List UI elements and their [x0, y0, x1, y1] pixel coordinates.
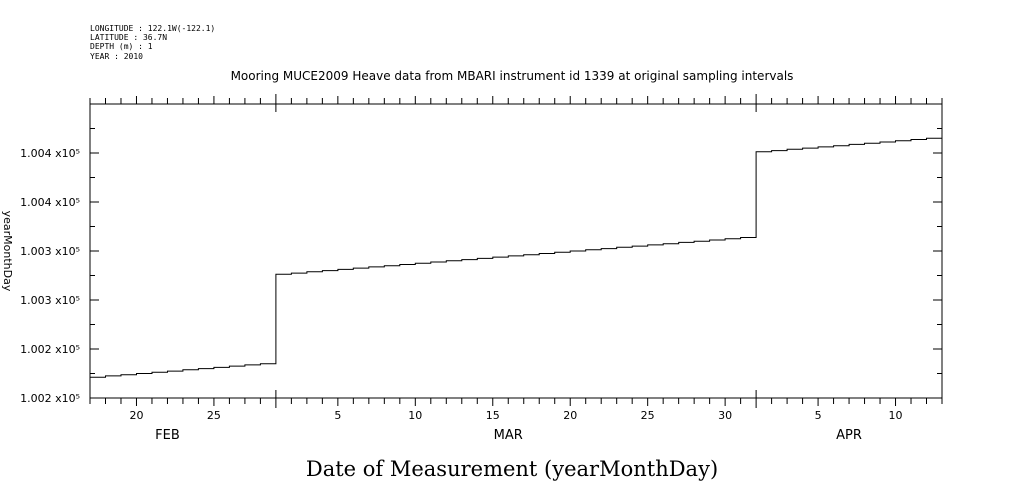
header-info: LONGITUDE : 122.1W(-122.1) LATITUDE : 36… [90, 24, 215, 61]
x-tick-label: 5 [815, 409, 822, 422]
x-tick-label: 15 [486, 409, 500, 422]
y-tick-label: 1.003 x10⁵ [20, 245, 80, 258]
x-tick-label: 30 [718, 409, 732, 422]
x-tick-label: 20 [563, 409, 577, 422]
x-month-label: MAR [494, 428, 523, 443]
x-tick-label: 20 [129, 409, 143, 422]
y-tick-label: 1.004 x10⁵ [20, 147, 80, 160]
x-axis: 20 25 5 10 15 20 25 30 5 10 FEB MAR APR [89, 94, 943, 443]
y-tick-label: 1.003 x10⁵ [20, 294, 80, 307]
x-tick-label: 10 [408, 409, 422, 422]
y-tick-label: 1.002 x10⁵ [20, 392, 80, 405]
header-line: YEAR : 2010 [90, 52, 143, 61]
y-tick-label: 1.004 x10⁵ [20, 196, 80, 209]
x-tick-label: 25 [641, 409, 655, 422]
x-month-label: FEB [155, 428, 180, 443]
y-axis-label: yearMonthDay [1, 211, 14, 292]
header-line: DEPTH (m) : 1 [90, 42, 153, 51]
y-tick-label: 1.002 x10⁵ [20, 343, 80, 356]
chart-title: Mooring MUCE2009 Heave data from MBARI i… [231, 69, 794, 83]
x-tick-label: 25 [207, 409, 221, 422]
header-line: LATITUDE : 36.7N [90, 33, 167, 42]
x-tick-label: 5 [334, 409, 341, 422]
x-month-label: APR [836, 428, 862, 443]
x-axis-label: Date of Measurement (yearMonthDay) [306, 457, 718, 481]
x-tick-label: 10 [889, 409, 903, 422]
series-line [90, 137, 943, 378]
y-axis: 1.002 x10⁵ 1.002 x10⁵ 1.003 x10⁵ 1.003 x10⁵… [20, 103, 942, 405]
header-line: LONGITUDE : 122.1W(-122.1) [90, 24, 215, 33]
